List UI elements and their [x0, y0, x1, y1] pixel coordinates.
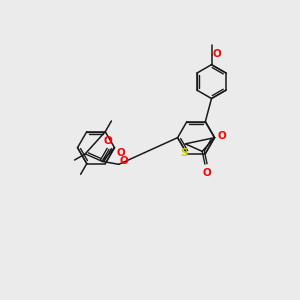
- Text: O: O: [120, 156, 128, 166]
- Text: O: O: [202, 168, 211, 178]
- Text: S: S: [180, 148, 188, 158]
- Text: O: O: [104, 136, 112, 146]
- Text: O: O: [218, 131, 226, 141]
- Text: O: O: [212, 49, 221, 59]
- Text: O: O: [116, 148, 125, 158]
